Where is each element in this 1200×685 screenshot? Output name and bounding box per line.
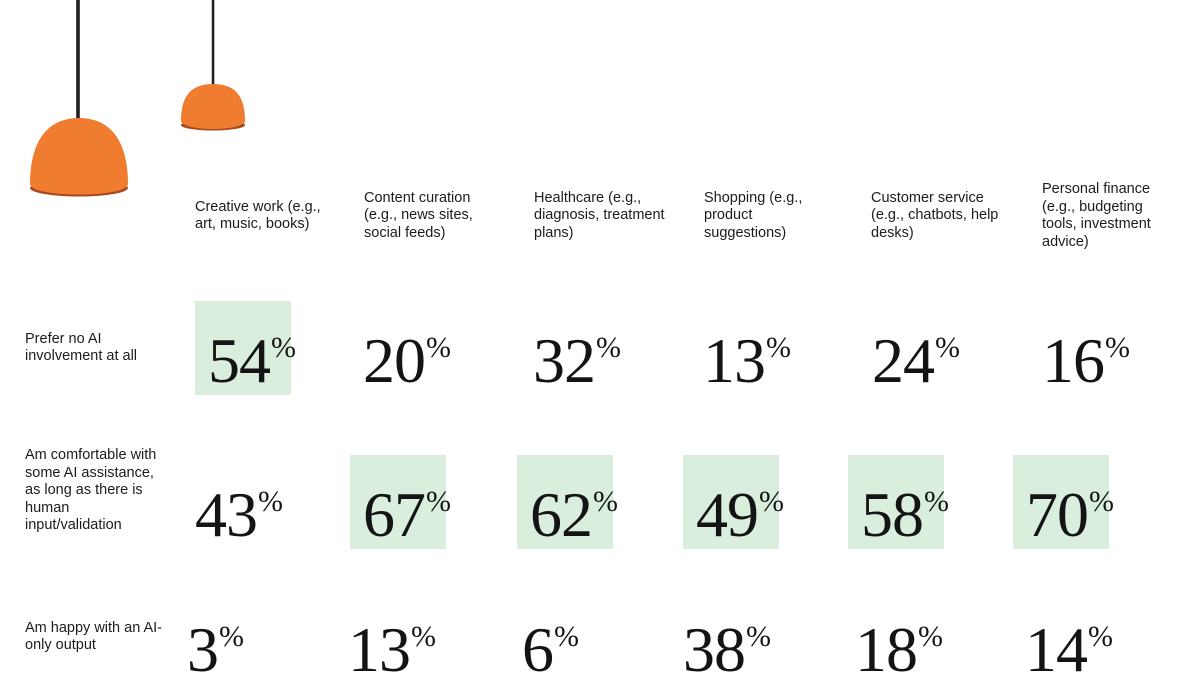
value-number: 38 (683, 614, 746, 685)
value-cell: 16% (1042, 301, 1138, 396)
value-number: 62 (530, 479, 593, 550)
value-cell: 43% (195, 455, 291, 550)
row-label-text: Am happy with an AI-only output (25, 619, 163, 654)
percent-sign: % (593, 485, 618, 518)
value-number: 54 (208, 325, 271, 396)
percent-sign: % (426, 331, 451, 364)
lamp-shade (30, 118, 128, 195)
value-cell: 67% (350, 455, 451, 550)
column-header-label: Personal finance (e.g., budgeting tools,… (1042, 181, 1151, 250)
percent-sign: % (596, 331, 621, 364)
column-header-label: Content curation (e.g., news sites, soci… (364, 189, 473, 241)
percent-sign: % (924, 485, 949, 518)
percent-sign: % (918, 620, 943, 653)
lamp-cord (76, 0, 80, 128)
value-cell: 70% (1013, 455, 1114, 550)
value-number: 20 (363, 325, 426, 396)
percent-sign: % (554, 620, 579, 653)
value-cell: 13% (348, 590, 444, 685)
value-number: 6 (522, 614, 554, 685)
row-label-ai-only: Am happy with an AI-only output (25, 590, 167, 684)
lamp-cord (211, 0, 215, 88)
value-cell: 6% (522, 590, 618, 685)
value-cell: 3% (187, 590, 283, 685)
row-label-text: Am comfortable with some AI assistance, … (25, 447, 157, 534)
column-header-personal-finance: Personal finance (e.g., budgeting tools,… (1042, 177, 1168, 255)
value-cell: 14% (1025, 590, 1121, 685)
row-label-text: Prefer no AI involvement at all (25, 330, 138, 365)
column-header-content-curation: Content curation (e.g., news sites, soci… (364, 177, 490, 255)
value-cell: 54% (195, 301, 296, 396)
value-cell: 38% (683, 590, 779, 685)
column-header-label: Creative work (e.g., art, music, books) (195, 198, 321, 233)
value-number: 58 (861, 479, 924, 550)
value-number: 13 (348, 614, 411, 685)
value-number: 70 (1026, 479, 1089, 550)
pendant-lamp-large-icon (30, 0, 128, 197)
value-cell: 58% (848, 455, 949, 550)
percent-sign: % (258, 485, 283, 518)
column-header-shopping: Shopping (e.g., product suggestions) (704, 177, 816, 255)
row-label-no-ai: Prefer no AI involvement at all (25, 301, 167, 395)
value-cell: 62% (517, 455, 618, 550)
percent-sign: % (271, 331, 296, 364)
value-cell: 13% (703, 301, 799, 396)
value-cell: 24% (872, 301, 968, 396)
column-header-healthcare: Healthcare (e.g., diagnosis, treatment p… (534, 177, 680, 255)
column-header-label: Shopping (e.g., product suggestions) (704, 189, 803, 241)
percent-sign: % (746, 620, 771, 653)
value-number: 24 (872, 325, 935, 396)
value-number: 67 (363, 479, 426, 550)
value-cell: 32% (533, 301, 629, 396)
value-number: 49 (696, 479, 759, 550)
value-cell: 18% (855, 590, 951, 685)
lamp-shade (181, 84, 245, 129)
value-number: 43 (195, 479, 258, 550)
value-number: 13 (703, 325, 766, 396)
percent-sign: % (1088, 620, 1113, 653)
column-header-creative-work: Creative work (e.g., art, music, books) (195, 177, 335, 255)
column-header-customer-service: Customer service (e.g., chatbots, help d… (871, 177, 1017, 255)
percent-sign: % (1105, 331, 1130, 364)
percent-sign: % (411, 620, 436, 653)
value-number: 32 (533, 325, 596, 396)
column-header-label: Customer service (e.g., chatbots, help d… (871, 189, 999, 241)
row-label-some-ai: Am comfortable with some AI assistance, … (25, 444, 167, 538)
percent-sign: % (219, 620, 244, 653)
value-cell: 49% (683, 455, 784, 550)
value-cell: 20% (363, 301, 459, 396)
percent-sign: % (1089, 485, 1114, 518)
value-number: 14 (1025, 614, 1088, 685)
pendant-lamp-small-icon (181, 0, 245, 131)
percent-sign: % (426, 485, 451, 518)
percent-sign: % (935, 331, 960, 364)
value-number: 18 (855, 614, 918, 685)
value-number: 16 (1042, 325, 1105, 396)
percent-sign: % (766, 331, 791, 364)
column-header-label: Healthcare (e.g., diagnosis, treatment p… (534, 189, 665, 241)
percent-sign: % (759, 485, 784, 518)
value-number: 3 (187, 614, 219, 685)
